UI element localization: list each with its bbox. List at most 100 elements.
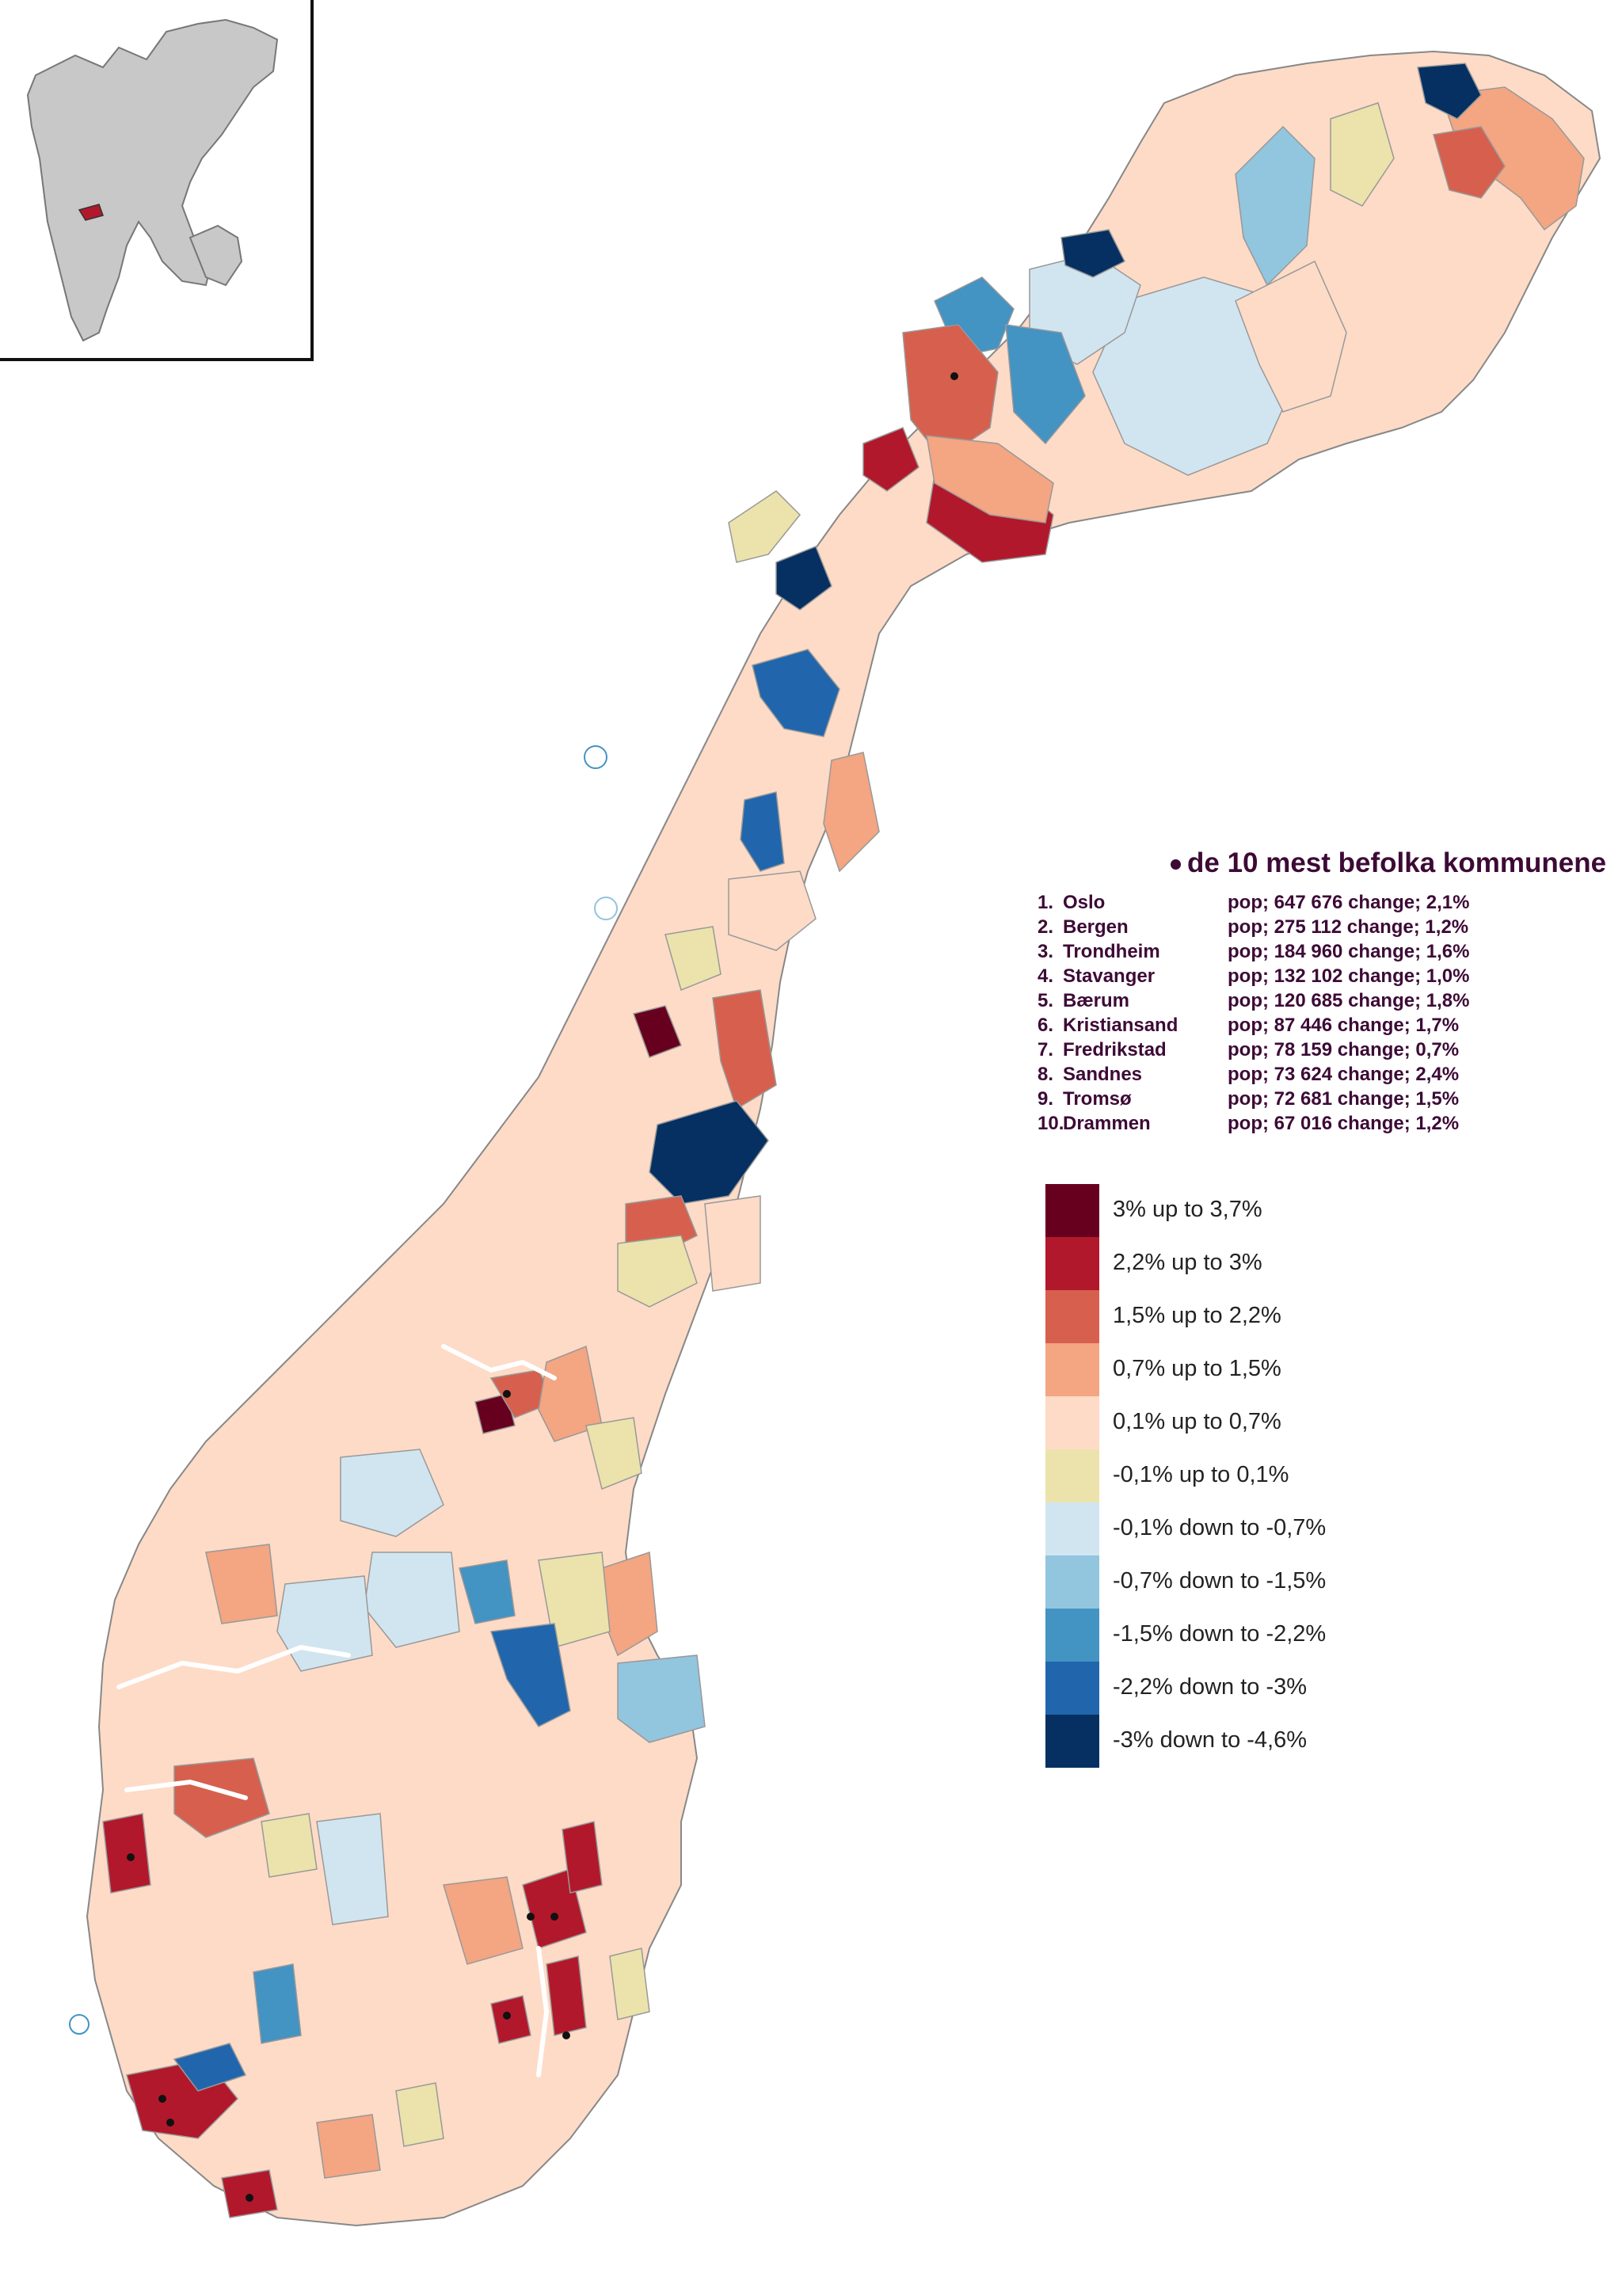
sogn-orange: [205, 1544, 278, 1624]
hardangerfjord: [124, 1779, 248, 1800]
agder-yellow: [395, 2082, 444, 2147]
helgeland-yellow: [664, 926, 722, 992]
city-list: 1. Oslo pop; 647 676 change; 2,1% 2. Bergen p…: [1038, 892, 1592, 1137]
ryfylke-blue: [173, 2043, 247, 2092]
city-rank: 9.: [1038, 1088, 1054, 1110]
city-rank: 1.: [1038, 892, 1054, 913]
municipality-patches: [102, 63, 1585, 2218]
city-stat: pop; 132 102 change; 1,0%: [1228, 965, 1470, 987]
city-row: 10. Drammen pop; 67 016 change; 1,2%: [1038, 1113, 1592, 1137]
scale-swatch: [1045, 1555, 1099, 1609]
city-name: Stavanger: [1063, 965, 1156, 987]
city-row: 8. Sandnes pop; 73 624 change; 2,4%: [1038, 1064, 1592, 1088]
hordaland-yellow: [261, 1813, 318, 1878]
city-dot-kristiansand: [246, 2194, 253, 2202]
scale-swatch: [1045, 1237, 1099, 1290]
legend-title-text: de 10 mest befolka kommunene: [1187, 847, 1607, 878]
scale-swatch: [1045, 1609, 1099, 1662]
scale-label: -0,1% down to -0,7%: [1113, 1515, 1327, 1540]
narvik-blue: [775, 546, 832, 611]
finnmark-lake: [1235, 125, 1315, 287]
troms-red3: [862, 427, 920, 492]
scale-swatch: [1045, 1449, 1099, 1502]
scale-swatch: [1045, 1396, 1099, 1449]
city-name: Oslo: [1063, 892, 1106, 913]
city-stat: pop; 184 960 change; 1,6%: [1228, 941, 1470, 962]
city-rank: 6.: [1038, 1015, 1054, 1036]
city-name: Bergen: [1063, 916, 1129, 938]
scale-swatch: [1045, 1343, 1099, 1396]
ostfold-yellow: [609, 1948, 650, 2020]
city-dot-baerum: [527, 1913, 535, 1921]
lofoten-yellow: [728, 490, 801, 563]
city-name: Fredrikstad: [1063, 1039, 1167, 1060]
city-rank: 2.: [1038, 916, 1054, 938]
city-stat: pop; 73 624 change; 2,4%: [1228, 1064, 1460, 1085]
city-stat: pop; 275 112 change; 1,2%: [1228, 916, 1469, 938]
nordland-orange: [823, 752, 880, 873]
karasjok: [1235, 260, 1347, 413]
city-row: 9. Tromsø pop; 72 681 change; 1,5%: [1038, 1088, 1592, 1113]
drammen-red: [490, 1995, 531, 2044]
scale-label: 0,7% up to 1,5%: [1113, 1356, 1281, 1381]
finnmark-top: [1417, 63, 1482, 120]
finnmark-yellow: [1330, 102, 1395, 207]
hammerfest: [1060, 229, 1126, 278]
city-rank: 5.: [1038, 990, 1054, 1011]
city-row: 3. Trondheim pop; 184 960 change; 1,6%: [1038, 941, 1592, 965]
scale-label: 2,2% up to 3%: [1113, 1250, 1262, 1275]
oppland-blue2: [489, 1623, 571, 1727]
scale-swatch: [1045, 1290, 1099, 1343]
city-dot-fredrikstad: [562, 2031, 570, 2039]
tromso-red: [902, 324, 999, 461]
city-dot-drammen: [503, 2012, 511, 2020]
scale-label: 0,1% up to 0,7%: [1113, 1409, 1281, 1434]
city-dot-bergen: [127, 1853, 135, 1861]
city-row: 4. Stavanger pop; 132 102 change; 1,0%: [1038, 965, 1592, 990]
namsos-orange: [712, 989, 777, 1110]
city-stat: pop; 67 016 change; 1,2%: [1228, 1113, 1460, 1134]
island-marker-2: [594, 897, 618, 920]
mosjoen-dark: [633, 1005, 682, 1058]
city-name: Trondheim: [1063, 941, 1160, 962]
city-row: 2. Bergen pop; 275 112 change; 1,2%: [1038, 916, 1592, 941]
legend-title: de 10 mest befolka kommunene: [1171, 847, 1606, 879]
city-dot-tromso: [950, 372, 958, 380]
nordland-blue: [752, 649, 840, 737]
hordaland-red: [173, 1757, 270, 1838]
city-row: 7. Fredrikstad pop; 78 159 change; 0,7%: [1038, 1039, 1592, 1064]
city-stat: pop; 78 159 change; 0,7%: [1228, 1039, 1460, 1060]
city-rank: 3.: [1038, 941, 1054, 962]
scale-label: -0,1% up to 0,1%: [1113, 1462, 1289, 1487]
sognefjord: [116, 1644, 351, 1689]
oslofjord: [536, 1946, 550, 2077]
city-markers: [69, 372, 958, 2202]
hedmark-light: [617, 1654, 706, 1743]
scale-label: -1,5% down to -2,2%: [1113, 1621, 1327, 1647]
scale-label: 1,5% up to 2,2%: [1113, 1303, 1281, 1328]
buskerud-light: [316, 1813, 389, 1925]
scale-label: -0,7% down to -1,5%: [1113, 1568, 1327, 1593]
city-dot-oslo: [550, 1913, 558, 1921]
city-dot-stavanger: [158, 2095, 166, 2103]
scale-swatch: [1045, 1662, 1099, 1715]
norway-land: [86, 50, 1601, 2227]
nordland-blue2: [740, 791, 785, 872]
vestfold-orange: [443, 1876, 524, 1965]
fjord-lines: [116, 1344, 557, 2077]
city-name: Bærum: [1063, 990, 1130, 1011]
trondelag-yellow: [617, 1235, 698, 1308]
svalbard-longyearbyen: [78, 204, 104, 221]
roros-yellow: [585, 1417, 642, 1491]
city-row: 1. Oslo pop; 647 676 change; 2,1%: [1038, 892, 1592, 916]
city-dot-icon: [1171, 859, 1181, 870]
city-stat: pop; 120 685 change; 1,8%: [1228, 990, 1470, 1011]
hedmark-yellow: [538, 1552, 611, 1648]
city-rank: 10.: [1038, 1113, 1064, 1134]
island-marker-3: [69, 2014, 89, 2035]
moere-blue: [340, 1449, 444, 1537]
scale-swatch: [1045, 1502, 1099, 1555]
ostfold-red: [546, 1955, 587, 2036]
troms-orange: [926, 435, 1054, 524]
